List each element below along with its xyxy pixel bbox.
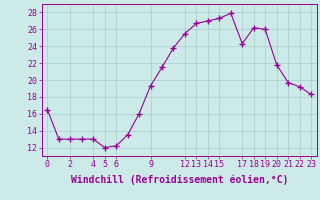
X-axis label: Windchill (Refroidissement éolien,°C): Windchill (Refroidissement éolien,°C) (70, 175, 288, 185)
